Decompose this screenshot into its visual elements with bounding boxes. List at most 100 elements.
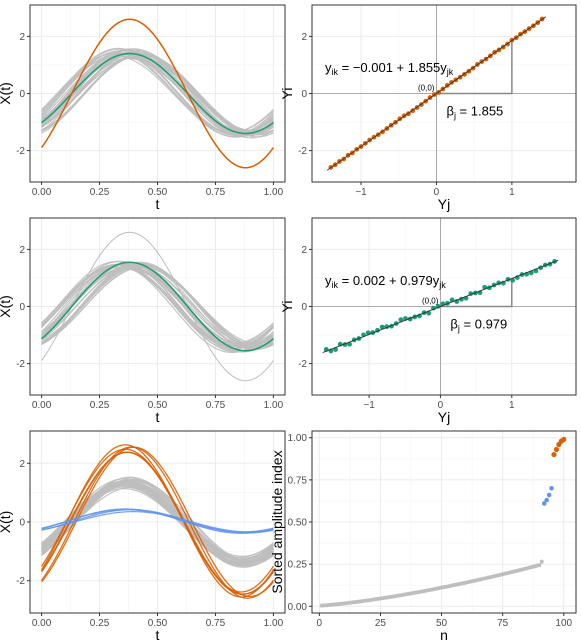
curve-gray_curve: [41, 267, 274, 348]
data-point: [347, 341, 352, 347]
panel-curves-middle: 0.00 0.25 0.50 0.75 1.00 -2 0 2 t X(t): [0, 217, 286, 425]
x-tick-label: 0.00: [32, 400, 52, 411]
x-tick-label: 1: [509, 187, 515, 198]
y-axis-label: Yi: [279, 88, 295, 100]
x-tick-label: 0.25: [90, 618, 110, 629]
orange-point: [551, 451, 557, 458]
fit-equation: yik = −0.001 + 1.855yjk: [325, 60, 454, 77]
data-point: [398, 317, 404, 323]
curve-gray_curve: [41, 262, 274, 353]
series-curve-gray_curve: [41, 231, 274, 382]
x-tick-label: 100: [555, 618, 572, 629]
slope-triangle: [436, 40, 513, 95]
y-tick-label: -2: [298, 359, 307, 370]
curve-orange: [41, 444, 274, 598]
panel-scatter-middle: (0,0) yik = 0.002 + 0.979yjk βj = 0.979 −1 0…: [279, 217, 577, 425]
series-curve-green: [41, 52, 274, 135]
x-tick-label: 0.00: [32, 618, 52, 629]
x-tick-label: 1: [509, 400, 515, 411]
curve-gray_curve: [41, 265, 274, 348]
curve-blue: [41, 509, 274, 534]
series-curve-orange: [40, 18, 275, 169]
slope-triangle: [440, 278, 513, 308]
x-tick-label: 25: [375, 618, 387, 629]
x-tick-label: 75: [497, 618, 509, 629]
x-axis-label: n: [440, 627, 448, 640]
x-tick-label: 0: [434, 187, 440, 198]
y-tick-label: 2: [19, 245, 25, 256]
curve-gray_curve: [41, 51, 274, 137]
y-tick-label: 2: [19, 459, 25, 470]
gray-point: [537, 563, 542, 568]
gray-point: [539, 559, 544, 564]
y-tick-label: 0.50: [288, 518, 308, 529]
panel-sorted-amplitude: 0 25 50 75 100 0.00 0.25 0.50 0.75 1.00 n Sorted am…: [269, 430, 577, 640]
blue-point: [549, 485, 554, 491]
y-tick-label: 0.00: [288, 602, 308, 613]
x-axis-label: t: [156, 627, 160, 640]
y-axis-label: Yi: [279, 301, 295, 313]
x-tick-label: 1.00: [264, 618, 284, 629]
y-tick-label: 1.00: [288, 433, 308, 444]
blue-point: [541, 501, 547, 506]
beta-label: βj = 0.979: [450, 317, 507, 334]
x-tick-label: 0: [317, 618, 323, 629]
x-tick-label: −1: [363, 400, 375, 411]
y-tick-label: 0: [19, 89, 25, 100]
panel-curves-bottom: 0.00 0.25 0.50 0.75 1.00 -2 0 2 t X(t): [0, 430, 286, 640]
x-tick-label: 1.00: [264, 187, 284, 198]
blue-point: [546, 492, 552, 498]
y-tick-label: 0.75: [288, 475, 308, 486]
y-axis-label: X(t): [0, 295, 13, 318]
panel-curves-top: 0.00 0.25 0.50 0.75 1.00 -2 0 2 t X(t): [0, 4, 286, 212]
x-tick-label: 0.25: [90, 400, 110, 411]
y-axis-label: X(t): [0, 82, 13, 105]
y-tick-label: 0: [19, 518, 25, 529]
orange-point: [561, 436, 567, 443]
x-tick-label: 0.50: [148, 187, 168, 198]
origin-label: (0,0): [418, 84, 435, 93]
fit-equation: yik = 0.002 + 0.979yjk: [325, 273, 446, 290]
x-tick-label: 0.50: [148, 400, 168, 411]
x-axis-label: t: [156, 196, 160, 212]
x-tick-label: 0.25: [90, 187, 110, 198]
curve-gray_curve: [41, 482, 274, 558]
curve-gray_curve: [41, 264, 274, 344]
curve-orange: [41, 451, 274, 595]
x-tick-label: 0.50: [148, 618, 168, 629]
curve-gray_curve: [41, 478, 274, 562]
y-axis-label: X(t): [0, 511, 13, 534]
curve-gray_curve: [41, 264, 274, 346]
fit-line: [322, 259, 559, 353]
y-tick-label: 2: [301, 245, 307, 256]
x-tick-label: 1.00: [264, 400, 284, 411]
y-tick-label: -2: [298, 146, 307, 157]
curve-gray_curve: [41, 265, 274, 345]
x-axis-label: t: [156, 409, 160, 425]
x-tick-label: 0: [438, 400, 444, 411]
fit-line: [326, 16, 547, 171]
x-tick-label: 50: [436, 618, 448, 629]
y-tick-label: 0: [301, 302, 307, 313]
y-tick-label: 0: [19, 302, 25, 313]
data-point: [379, 324, 385, 330]
y-tick-label: 2: [301, 32, 307, 43]
panel-scatter-top: (0,0) yik = −0.001 + 1.855yjk βj = 1.855 −1…: [279, 4, 577, 212]
data-point: [510, 277, 516, 283]
x-tick-label: 0.00: [32, 187, 52, 198]
y-tick-label: 2: [19, 32, 25, 43]
y-tick-label: 0.25: [288, 560, 308, 571]
x-tick-label: 0.75: [206, 400, 226, 411]
y-tick-label: -2: [16, 359, 25, 370]
x-axis-label: Yj: [438, 196, 450, 212]
y-tick-label: 0: [301, 89, 307, 100]
curve-blue: [41, 508, 274, 534]
x-tick-label: 0.75: [206, 618, 226, 629]
orange-point: [553, 446, 560, 453]
x-axis-label: Yj: [438, 409, 450, 425]
blue-point: [544, 497, 549, 503]
x-tick-label: 0.75: [206, 187, 226, 198]
curve-orange: [41, 446, 274, 599]
series-curve-green: [41, 261, 274, 352]
